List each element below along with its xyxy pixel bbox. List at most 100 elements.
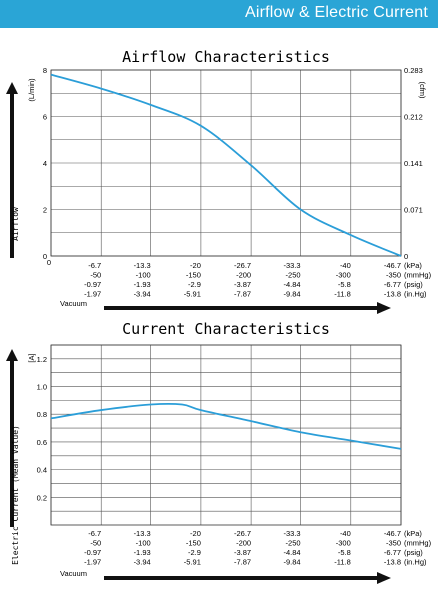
y-tick-label: 0.4 (37, 466, 47, 475)
x-tick-label: -100 (136, 271, 151, 280)
x-tick-label: -6.7 (88, 529, 101, 538)
chart-current: Current Characteristics 0.2 0.4 0.6 0.8 1.0 1.… (6, 320, 432, 584)
y-tick-label: 8 (43, 66, 47, 75)
y-tick-label: 0.6 (37, 438, 47, 447)
x-tick-label: -5.91 (184, 290, 201, 299)
x-tick-label: -300 (336, 539, 351, 548)
x-tick-label: -1.93 (134, 280, 151, 289)
x-axis-arrowhead (377, 572, 391, 584)
x-axis-label: Vacuum (60, 299, 87, 308)
x-tick-label: -6.77 (384, 548, 401, 557)
x-tick-label: -200 (236, 539, 251, 548)
x-unit-label: (kPa) (404, 529, 422, 538)
x-tick-label: -150 (186, 539, 201, 548)
y2-tick-label: 0.071 (404, 206, 423, 215)
x-tick-label: -46.7 (384, 261, 401, 270)
x-tick-label: -20 (190, 529, 201, 538)
plot-frame (50, 344, 402, 526)
y-tick-label: 0 (47, 258, 51, 267)
y2-unit-label: (cfm) (418, 81, 427, 99)
x-tick-label: -2.9 (188, 548, 201, 557)
x-tick-label: -6.77 (384, 280, 401, 289)
x-tick-label: -7.87 (234, 558, 251, 567)
x-tick-label: -350 (386, 271, 401, 280)
x-tick-label: -3.94 (134, 290, 151, 299)
x-tick-label: -5.8 (338, 548, 351, 557)
chart-title: Current Characteristics (122, 320, 330, 338)
x-tick-label: -5.91 (184, 558, 201, 567)
x-axis-arrowhead (377, 302, 391, 314)
x-tick-label: -350 (386, 539, 401, 548)
y2-tick-label: 0.283 (404, 66, 423, 75)
x-tick-label: -1.97 (84, 290, 101, 299)
x-tick-label: -3.94 (134, 558, 151, 567)
x-unit-label: (in.Hg) (404, 290, 427, 299)
x-tick-label: -40 (340, 529, 351, 538)
x-axis-label: Vacuum (60, 569, 87, 578)
x-tick-label: -13.8 (384, 558, 401, 567)
x-tick-label: -1.97 (84, 558, 101, 567)
x-tick-label: -40 (340, 261, 351, 270)
y-tick-label: 1.0 (37, 383, 47, 392)
x-tick-label: -11.8 (334, 290, 351, 299)
y-axis-arrowhead (6, 82, 18, 94)
x-unit-label: (mmHg) (404, 539, 432, 548)
x-unit-label: (psig) (404, 280, 423, 289)
x-unit-label: (mmHg) (404, 271, 432, 280)
x-tick-label: -11.8 (334, 558, 351, 567)
y-tick-label: 6 (43, 113, 47, 122)
series-line (50, 73, 402, 257)
y-tick-label: 1.2 (37, 355, 47, 364)
x-tick-label: -50 (90, 539, 101, 548)
x-unit-label: (kPa) (404, 261, 422, 270)
y2-tick-label: 0 (404, 252, 408, 261)
y2-tick-label: 0.141 (404, 159, 423, 168)
x-tick-label: -3.87 (234, 548, 251, 557)
x-tick-label: -1.93 (134, 548, 151, 557)
x-tick-label: -26.7 (234, 261, 251, 270)
x-tick-label: -0.97 (84, 280, 101, 289)
x-tick-label: -250 (286, 539, 301, 548)
x-tick-label: -2.9 (188, 280, 201, 289)
y-axis-label: Electric Current (Mean Value) (11, 425, 20, 565)
x-tick-label: -7.87 (234, 290, 251, 299)
x-tick-label: -50 (90, 271, 101, 280)
y-tick-label: 0.8 (37, 410, 47, 419)
x-tick-label: -300 (336, 271, 351, 280)
y-unit-label: (L/min) (27, 78, 36, 102)
x-unit-label: (in.Hg) (404, 558, 427, 567)
x-tick-label: -20 (190, 261, 201, 270)
x-tick-label: -0.97 (84, 548, 101, 557)
x-tick-label: -33.3 (283, 529, 300, 538)
x-tick-label: -5.8 (338, 280, 351, 289)
y-unit-label: [A] (27, 353, 36, 362)
x-tick-label: -9.84 (283, 558, 300, 567)
header-bar: Airflow & Electric Current (0, 0, 438, 28)
y-axis-arrowhead (6, 349, 18, 361)
x-tick-label: -13.8 (384, 290, 401, 299)
y-tick-label: 4 (43, 159, 47, 168)
page-title: Airflow & Electric Current (244, 4, 428, 21)
x-tick-label: -6.7 (88, 261, 101, 270)
y-tick-label: 0 (43, 252, 47, 261)
x-tick-label: -13.3 (134, 529, 151, 538)
x-tick-label: -13.3 (134, 261, 151, 270)
plot-frame (50, 69, 402, 257)
x-tick-label: -3.87 (234, 280, 251, 289)
x-tick-label: -46.7 (384, 529, 401, 538)
y-axis-label: Airflow (11, 207, 20, 241)
x-tick-label: -33.3 (283, 261, 300, 270)
y-tick-label: 2 (43, 206, 47, 215)
x-tick-label: -150 (186, 271, 201, 280)
y2-tick-label: 0.212 (404, 113, 423, 122)
x-tick-label: -4.84 (283, 548, 300, 557)
x-tick-label: -200 (236, 271, 251, 280)
chart-title: Airflow Characteristics (122, 48, 330, 66)
x-tick-label: -250 (286, 271, 301, 280)
chart-airflow: Airflow Characteristics 0 2 4 6 8 0 (L/min) 0 0.0… (6, 48, 432, 314)
x-tick-label: -100 (136, 539, 151, 548)
x-tick-label: -26.7 (234, 529, 251, 538)
x-unit-label: (psig) (404, 548, 423, 557)
x-tick-label: -9.84 (283, 290, 300, 299)
